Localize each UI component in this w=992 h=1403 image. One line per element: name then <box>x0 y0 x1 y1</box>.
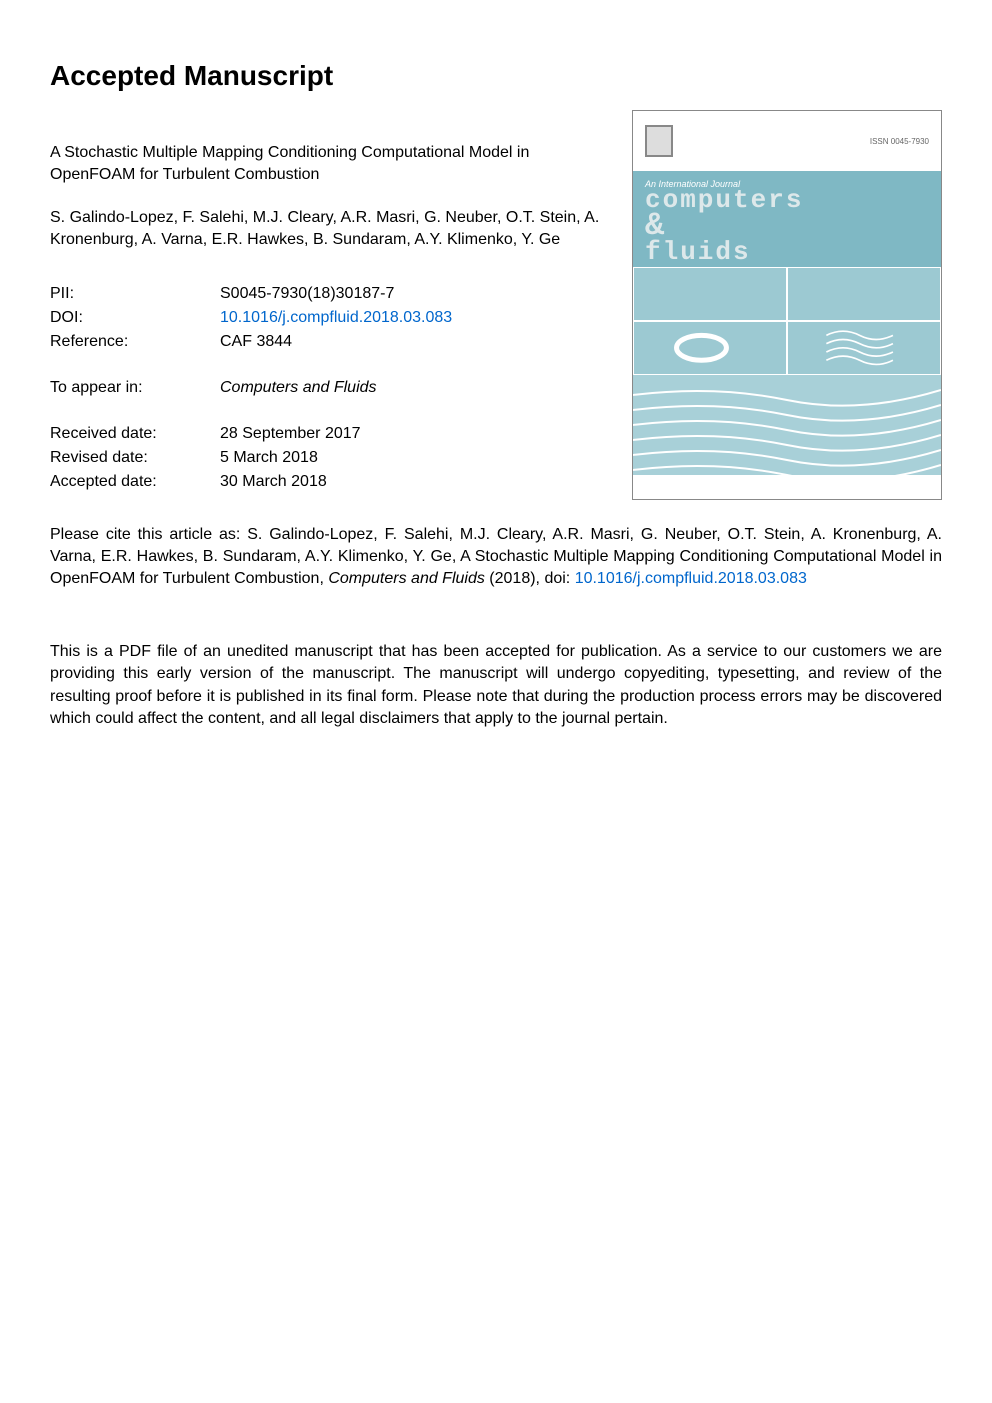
cover-cell <box>787 321 941 375</box>
meta-row-accepted: Accepted date: 30 March 2018 <box>50 470 610 494</box>
accepted-value: 30 March 2018 <box>220 470 327 494</box>
citation: Please cite this article as: S. Galindo-… <box>50 524 942 591</box>
citation-year: (2018), doi: <box>485 570 575 587</box>
received-value: 28 September 2017 <box>220 422 361 446</box>
cover-journal-name: computers & fluids <box>645 189 929 265</box>
doi-label: DOI: <box>50 306 220 330</box>
cover-cell <box>787 267 941 321</box>
pii-label: PII: <box>50 282 220 306</box>
cover-banner: An International Journal computers & flu… <box>633 171 941 267</box>
accepted-label: Accepted date: <box>50 470 220 494</box>
appear-value: Computers and Fluids <box>220 379 377 397</box>
journal-cover: ISSN 0045-7930 An International Journal … <box>632 110 942 500</box>
citation-doi-link[interactable]: 10.1016/j.compfluid.2018.03.083 <box>575 570 807 587</box>
disclaimer: This is a PDF file of an unedited manusc… <box>50 641 942 731</box>
cover-top: ISSN 0045-7930 <box>633 111 941 171</box>
authors: S. Galindo-Lopez, F. Salehi, M.J. Cleary… <box>50 207 610 252</box>
dates-table: Received date: 28 September 2017 Revised… <box>50 422 610 494</box>
cover-name-line2: fluids <box>645 237 751 267</box>
pii-value: S0045-7930(18)30187-7 <box>220 282 394 306</box>
cover-issn: ISSN 0045-7930 <box>870 137 929 146</box>
article-title: A Stochastic Multiple Mapping Conditioni… <box>50 142 610 187</box>
meta-row-revised: Revised date: 5 March 2018 <box>50 446 610 470</box>
revised-value: 5 March 2018 <box>220 446 318 470</box>
cover-grid <box>633 267 941 375</box>
received-label: Received date: <box>50 422 220 446</box>
meta-row-doi: DOI: 10.1016/j.compfluid.2018.03.083 <box>50 306 610 330</box>
cover-bottom <box>633 375 941 475</box>
appear-row: To appear in: Computers and Fluids <box>50 379 610 397</box>
cover-name-line1: computers <box>645 185 803 215</box>
elsevier-logo-icon <box>645 125 673 157</box>
page-title: Accepted Manuscript <box>50 60 942 92</box>
revised-label: Revised date: <box>50 446 220 470</box>
meta-table: PII: S0045-7930(18)30187-7 DOI: 10.1016/… <box>50 282 610 354</box>
doi-link[interactable]: 10.1016/j.compfluid.2018.03.083 <box>220 306 452 330</box>
appear-label: To appear in: <box>50 379 220 397</box>
citation-journal: Computers and Fluids <box>328 570 485 587</box>
cover-cell <box>633 321 787 375</box>
reference-label: Reference: <box>50 330 220 354</box>
waves-icon <box>803 327 925 369</box>
oval-shape-icon <box>649 327 771 369</box>
flow-lines-icon <box>633 375 941 475</box>
meta-row-reference: Reference: CAF 3844 <box>50 330 610 354</box>
cover-cell <box>633 267 787 321</box>
meta-row-pii: PII: S0045-7930(18)30187-7 <box>50 282 610 306</box>
reference-value: CAF 3844 <box>220 330 292 354</box>
content-left: A Stochastic Multiple Mapping Conditioni… <box>50 142 610 494</box>
meta-row-received: Received date: 28 September 2017 <box>50 422 610 446</box>
